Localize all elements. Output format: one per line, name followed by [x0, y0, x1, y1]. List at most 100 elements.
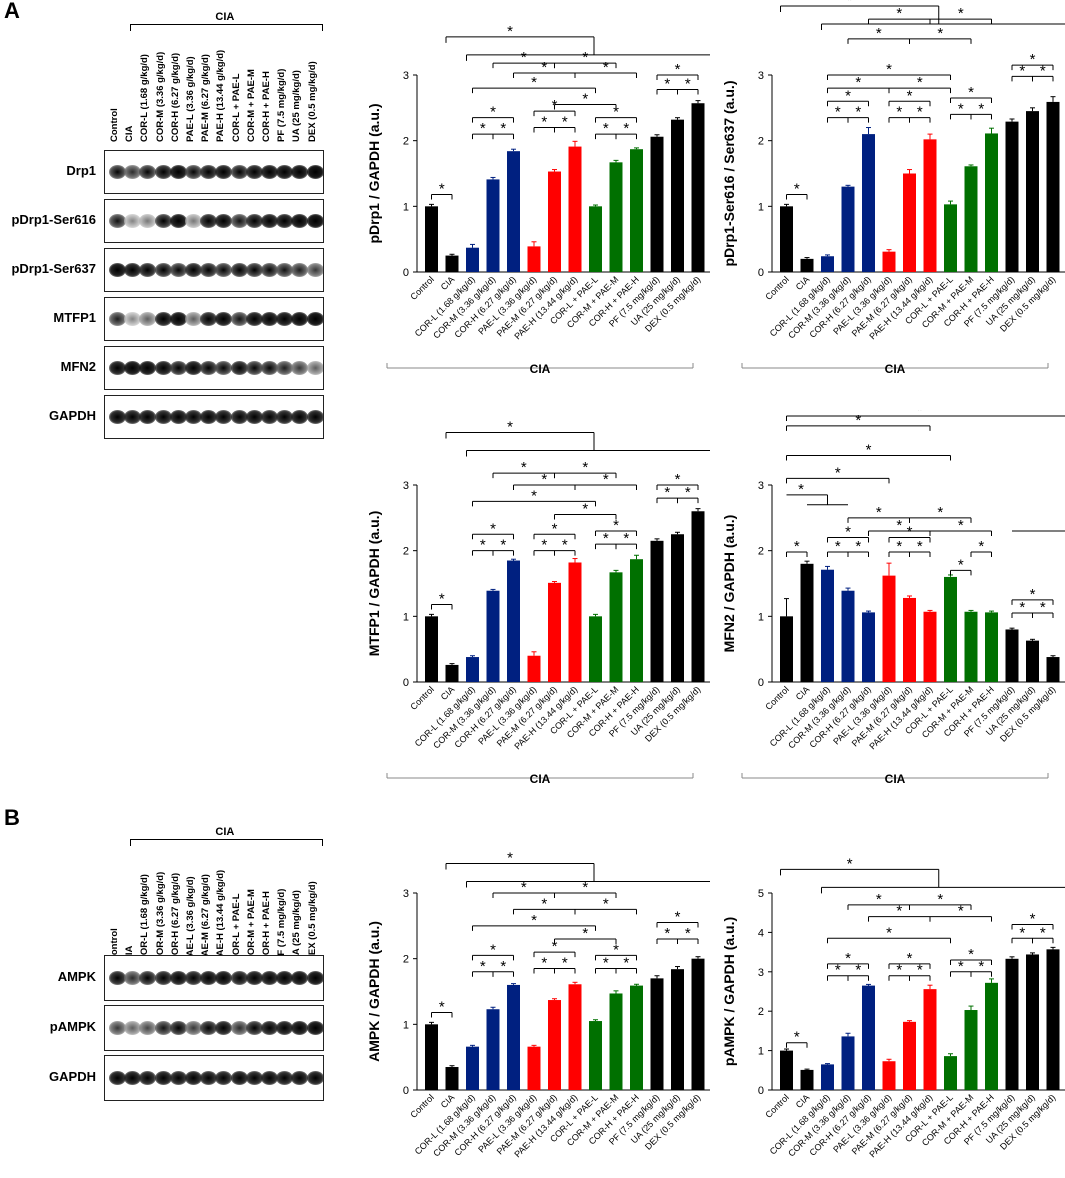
bar	[1046, 949, 1060, 1090]
bar	[862, 985, 875, 1090]
blot-band	[230, 1021, 248, 1035]
y-tick-label: 1	[758, 1046, 764, 1058]
blot-band	[169, 1021, 187, 1035]
bar	[964, 166, 978, 272]
significance-star: *	[480, 958, 486, 975]
western-blot-panel-b: Control CIA COR-L (1.68 g/kg/d) COR-M (3.36…	[0, 820, 330, 1140]
bar	[609, 993, 623, 1090]
significance-star: *	[582, 501, 588, 518]
bar	[944, 576, 957, 682]
significance-star: *	[552, 938, 558, 955]
blot-band	[139, 312, 157, 326]
bar	[486, 179, 500, 272]
blot-band	[139, 214, 157, 228]
y-tick-label: 2	[403, 954, 409, 966]
bar	[425, 206, 438, 272]
significance-star: *	[582, 925, 588, 942]
y-tick-label: 3	[403, 70, 409, 82]
bar	[425, 1024, 438, 1090]
blot-band	[169, 410, 187, 424]
blot-band	[185, 1071, 202, 1085]
bar	[923, 989, 937, 1090]
significance-star: *	[855, 74, 861, 91]
bar	[568, 984, 582, 1090]
lane-label: COR-L (1.68 g/kg/d)	[139, 54, 151, 142]
blot-band	[245, 361, 263, 375]
blot-band	[185, 361, 202, 375]
lane-label: COR-L + PAE-L	[230, 893, 242, 962]
blot-band	[261, 214, 278, 228]
cia-bracket	[130, 839, 323, 846]
blot-band	[109, 214, 126, 228]
significance-star: *	[521, 49, 527, 66]
blot-band	[124, 1021, 142, 1035]
lane-label: PAE-M (6.27 g/kg/d)	[200, 874, 212, 962]
lane-label: COR-H (6.27 g/kg/d)	[169, 52, 181, 142]
blot-band	[261, 263, 278, 277]
bar	[527, 246, 541, 272]
blot-band	[169, 1071, 187, 1085]
bar	[466, 657, 479, 682]
blot-image	[104, 395, 324, 439]
blot-label: pDrp1-Ser637	[11, 261, 96, 276]
blot-band	[230, 1071, 248, 1085]
blot-band	[245, 165, 263, 179]
significance-star: *	[794, 181, 800, 198]
blot-band	[230, 312, 248, 326]
blot-band	[276, 214, 294, 228]
significance-star: *	[958, 556, 964, 573]
significance-star: *	[1030, 911, 1036, 928]
blot-band	[306, 165, 323, 179]
significance-star: *	[582, 91, 588, 108]
significance-star: *	[1019, 924, 1025, 941]
bar	[1026, 111, 1039, 272]
lane-label: COR-M (3.36 g/kg/d)	[154, 871, 166, 962]
y-tick-label: 1	[403, 611, 409, 623]
bar	[882, 1061, 896, 1090]
bar	[841, 590, 855, 682]
significance-star: *	[907, 950, 913, 967]
significance-star: *	[1030, 51, 1036, 68]
bar	[800, 1069, 814, 1090]
bar	[691, 958, 705, 1090]
bar	[882, 251, 896, 272]
blot-band	[185, 165, 202, 179]
lane-label: PAE-H (13.44 g/kg/d)	[215, 49, 227, 142]
significance-star: *	[968, 84, 974, 101]
lane-label: PAE-M (6.27 g/kg/d)	[200, 54, 212, 142]
bar	[568, 146, 582, 272]
cia-bracket	[130, 24, 323, 31]
blot-image	[104, 955, 324, 1001]
blot-band	[109, 263, 126, 277]
significance-star: *	[794, 1029, 800, 1046]
blot-band	[261, 971, 278, 985]
blot-image	[104, 297, 324, 341]
y-tick-label: 3	[758, 70, 764, 82]
blot-band	[185, 1021, 202, 1035]
y-tick-label: 2	[403, 136, 409, 148]
bar	[691, 103, 705, 272]
significance-star: *	[978, 100, 984, 117]
blot-band	[200, 263, 218, 277]
blot-band	[215, 214, 233, 228]
blot-band	[154, 214, 172, 228]
blot-band	[169, 263, 187, 277]
significance-star: *	[917, 410, 923, 419]
bar	[527, 1046, 541, 1090]
blot-band	[306, 263, 323, 277]
bar	[630, 149, 643, 272]
significance-star: *	[541, 114, 547, 131]
bar	[486, 1009, 500, 1090]
blot-band	[291, 263, 309, 277]
significance-star: *	[507, 418, 513, 435]
y-axis-label: pDrp1-Ser616 / Ser637 (a.u.)	[721, 81, 737, 267]
significance-star: *	[623, 530, 629, 547]
significance-star: *	[603, 530, 609, 547]
blot-band	[245, 312, 263, 326]
bar	[780, 206, 793, 272]
bar	[671, 534, 684, 682]
significance-star: *	[582, 879, 588, 896]
chart-group: 0 1 2 3 pDrp1-Ser616 / Ser637 (a.u.) Control C…	[721, 0, 1065, 376]
significance-star: *	[603, 895, 609, 912]
blot-band	[245, 214, 263, 228]
